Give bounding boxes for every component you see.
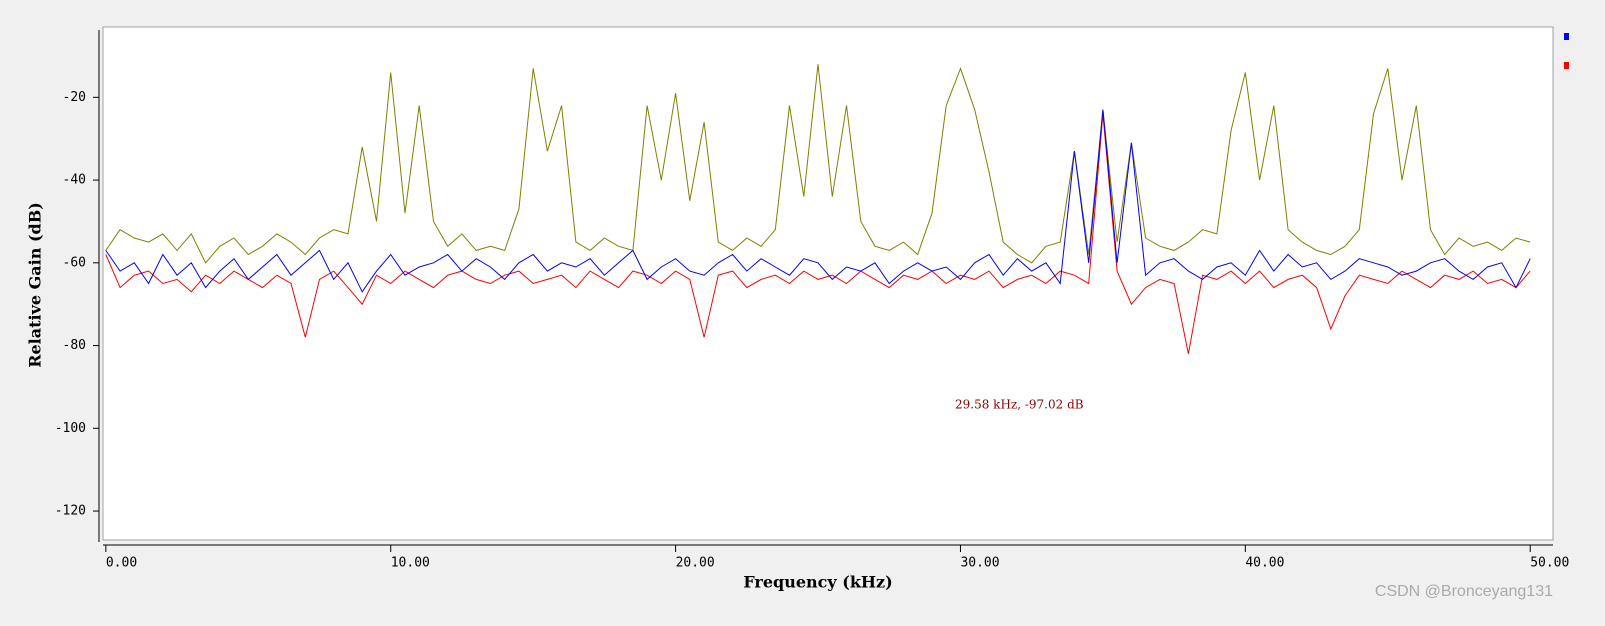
y-tick-label: -120 [55,504,86,519]
y-tick-label: -40 [63,173,86,188]
x-tick-label: 50.00 [1530,556,1569,571]
series-line [105,64,1531,264]
x-tick-label: 30.00 [960,556,999,571]
legend-swatch [1564,62,1569,69]
y-tick-label: -80 [63,338,86,353]
x-tick-label: 20.00 [676,556,715,571]
series-line [105,109,1531,293]
y-tick-label: -60 [63,255,86,270]
x-tick-label: 40.00 [1245,556,1284,571]
y-tick-label: -100 [55,421,86,436]
x-tick-label: 0.00 [106,556,137,571]
plot-area [102,26,1554,541]
x-axis-label: Frequency (kHz) [743,573,892,592]
y-axis-label: Relative Gain (dB) [26,202,45,368]
marker-annotation: 29.58 kHz, -97.02 dB [955,398,1084,412]
watermark: CSDN @Bronceyang131 [1375,583,1553,600]
x-tick-label: 10.00 [391,556,430,571]
y-tick-label: -20 [63,90,86,105]
legend-swatch [1564,33,1569,40]
series-line [105,113,1531,354]
